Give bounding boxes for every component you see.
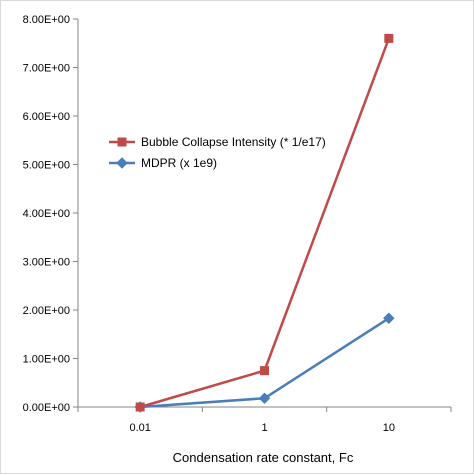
legend-marker-1	[117, 137, 127, 147]
y-tick-label: 1.00E+00	[23, 354, 70, 366]
y-tick-label: 6.00E+00	[23, 111, 70, 123]
y-tick-label: 3.00E+00	[23, 257, 70, 269]
data-point-series-1	[260, 366, 269, 376]
legend-label-2: MDPR (x 1e9)	[141, 156, 217, 170]
data-point-series-2	[258, 392, 271, 404]
x-tick-label: 1	[261, 422, 267, 434]
legend-label-1: Bubble Collapse Intensity (* 1/e17)	[141, 135, 326, 149]
legend-marker-2	[116, 157, 128, 169]
y-tick-label: 2.00E+00	[23, 305, 70, 317]
y-tick-label: 0.00E+00	[23, 402, 70, 414]
x-tick-label: 10	[383, 422, 395, 434]
y-tick-label: 8.00E+00	[23, 14, 70, 26]
data-point-series-1	[384, 33, 394, 43]
x-axis-title: Condensation rate constant, Fc	[173, 450, 354, 465]
data-point-series-1	[135, 402, 145, 412]
series-line-1	[139, 37, 391, 409]
y-tick-label: 4.00E+00	[23, 208, 70, 220]
data-point-series-2	[383, 312, 395, 324]
y-tick-label: 5.00E+00	[23, 160, 70, 172]
y-tick-label: 7.00E+00	[23, 63, 70, 75]
x-tick-label: 0.01	[129, 422, 150, 434]
